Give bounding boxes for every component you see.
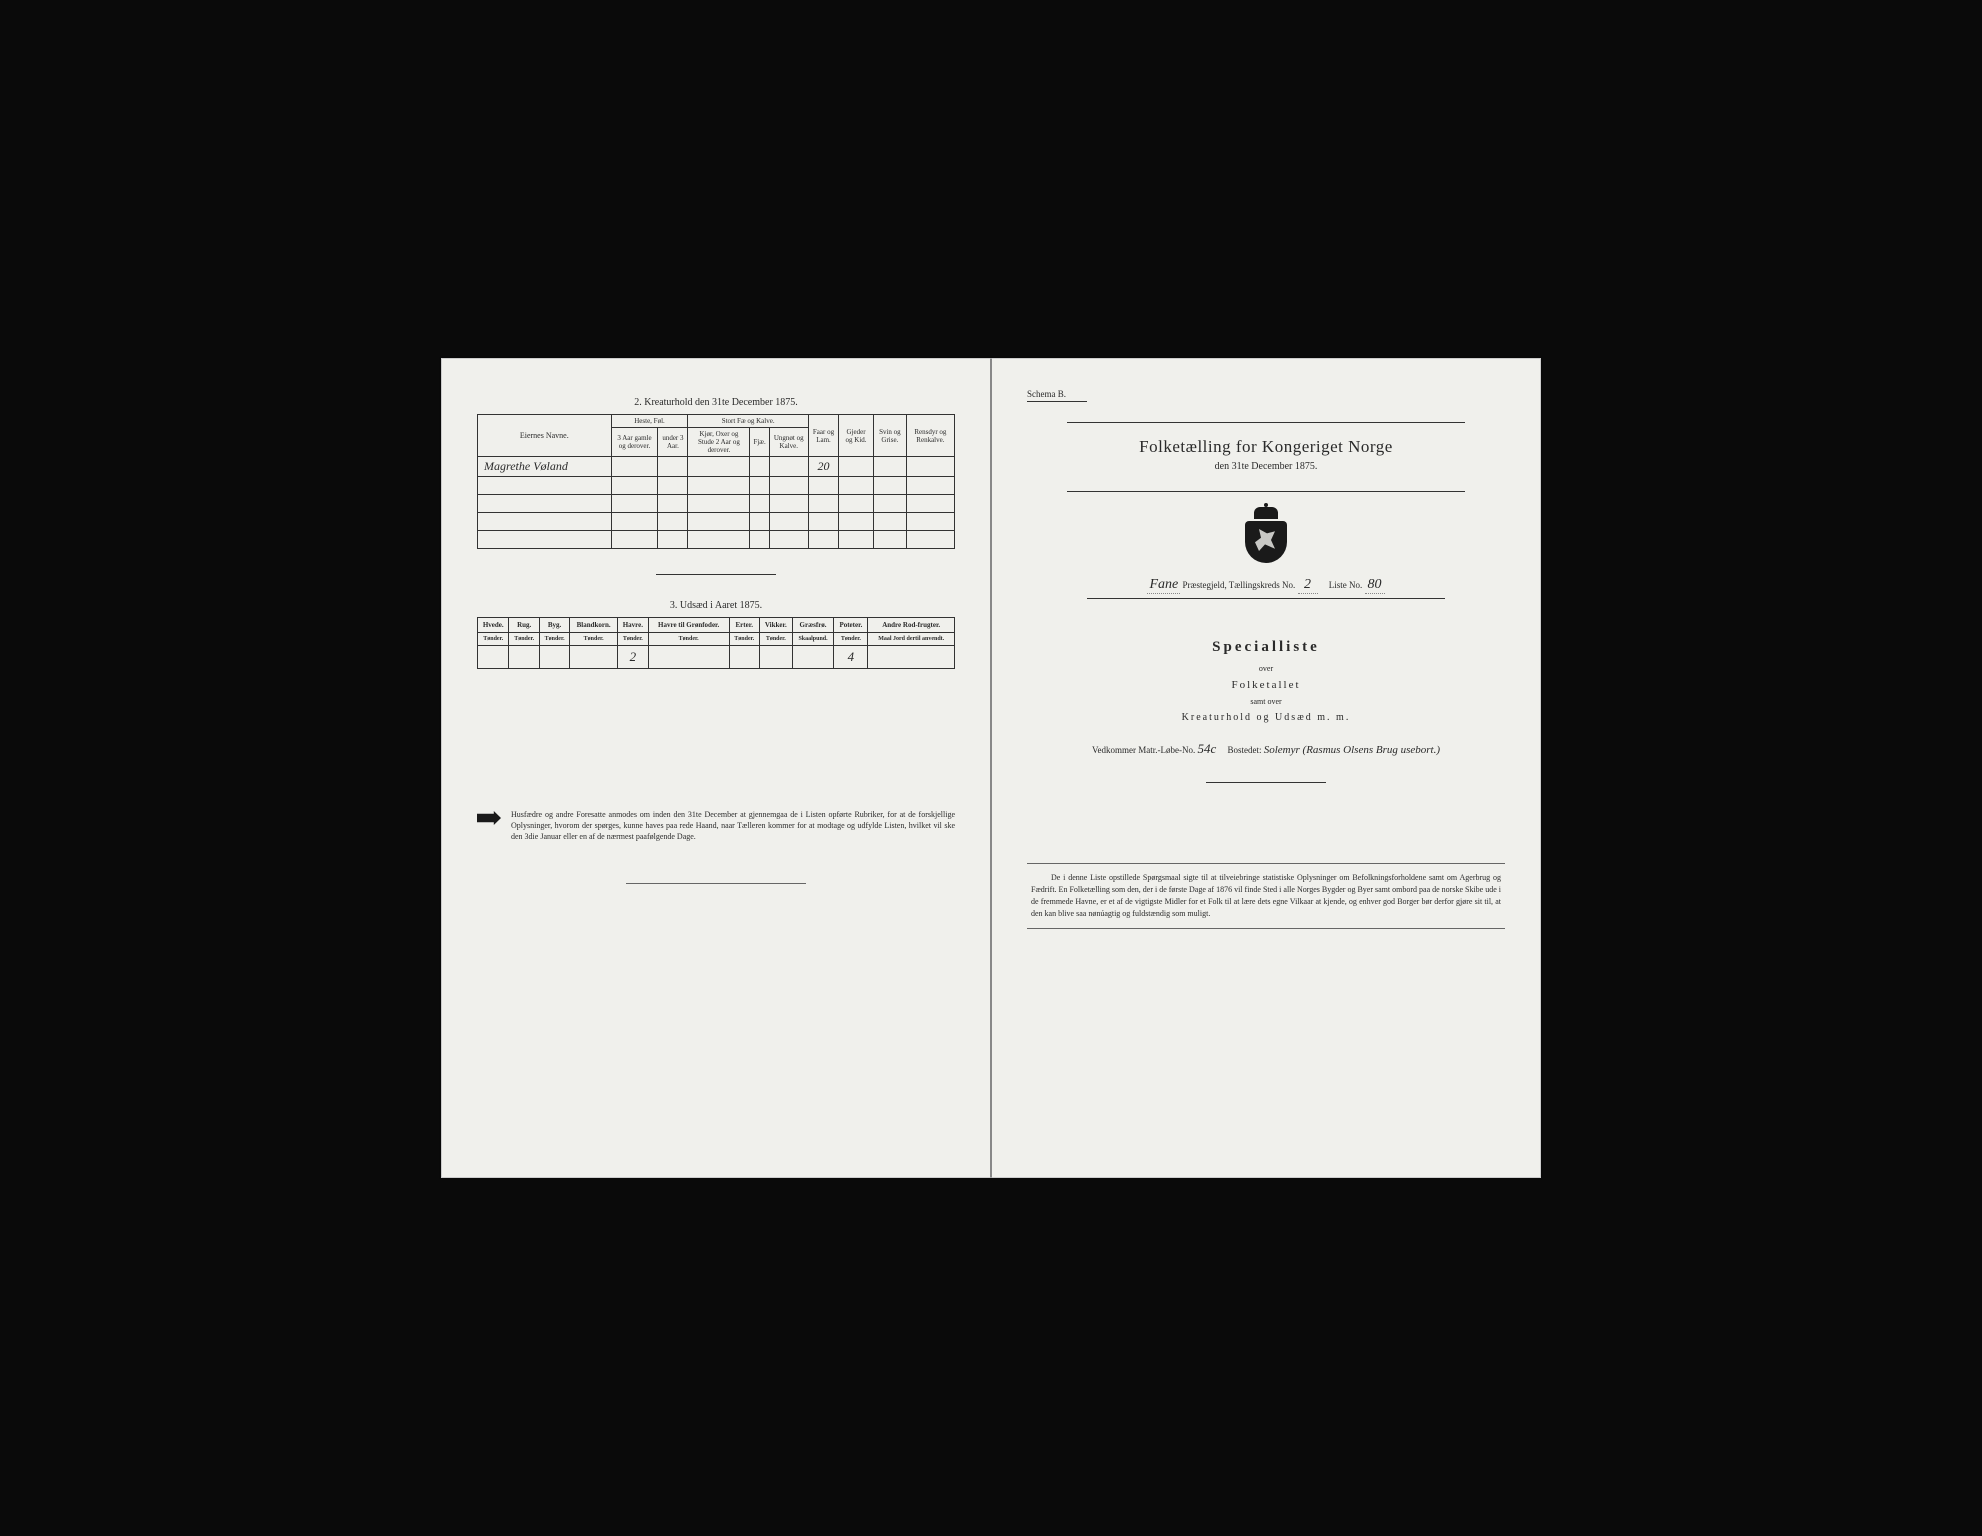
pointing-hand-icon	[477, 811, 501, 825]
table-row: Magrethe Vøland 20	[478, 457, 955, 477]
col-poteter: Poteter.	[834, 618, 868, 633]
col-sheep: Faar og Lam.	[808, 415, 838, 457]
bosted-value: Solemyr (Rasmus Olsens Brug usebort.)	[1264, 744, 1440, 756]
kreaturhold-label: Kreaturhold og Udsæd m. m.	[1027, 712, 1505, 723]
col-havre: Havre.	[617, 618, 648, 633]
parish-label: Præstegjeld, Tællingskreds No.	[1182, 580, 1295, 590]
folketallet-label: Folketallet	[1027, 679, 1505, 691]
livestock-table: Eiernes Navne. Heste, Føl. Stort Fæ og K…	[477, 414, 955, 549]
col-hvede: Hvede.	[478, 618, 509, 633]
divider	[1087, 598, 1445, 599]
vedkommer-line: Vedkommer Matr.-Løbe-No. 54c Bostedet: S…	[1027, 741, 1505, 757]
col-goats: Gjeder og Kid.	[839, 415, 874, 457]
section-2-title: 2. Kreaturhold den 31te December 1875.	[477, 397, 955, 408]
district-number: 2	[1298, 577, 1318, 594]
footer-note-left: Husfædre og andre Foresatte anmodes om i…	[477, 809, 955, 843]
section-3-title: 3. Udsæd i Aaret 1875.	[477, 600, 955, 611]
col-havre-gron: Havre til Grønfoder.	[648, 618, 729, 633]
matr-label: Vedkommer Matr.-Løbe-No.	[1092, 745, 1195, 755]
col-pigs: Svin og Grise.	[873, 415, 906, 457]
divider	[1206, 782, 1326, 783]
col-vikker: Vikker.	[759, 618, 792, 633]
footer-text-right: De i denne Liste opstillede Spørgsmaal s…	[1027, 863, 1505, 929]
owner-name-value: Magrethe Vøland	[478, 457, 612, 477]
divider	[626, 883, 806, 884]
havre-value: 2	[617, 646, 648, 669]
col-owner-name: Eiernes Navne.	[478, 415, 612, 457]
sub-cattle-2: Fjæ.	[750, 428, 769, 457]
sheep-value: 20	[808, 457, 838, 477]
seed-table: Hvede. Rug. Byg. Blandkorn. Havre. Havre…	[477, 617, 955, 669]
table-row	[478, 477, 955, 495]
table-row: 2 4	[478, 646, 955, 669]
poteter-value: 4	[834, 646, 868, 669]
col-rug: Rug.	[509, 618, 539, 633]
parish-name: Fane	[1147, 577, 1180, 594]
col-erter: Erter.	[729, 618, 759, 633]
sub-horse-2: under 3 Aar.	[658, 428, 688, 457]
samt-over-label: samt over	[1027, 697, 1505, 706]
divider	[656, 574, 776, 575]
col-rodfrugter: Andre Rod-frugter.	[868, 618, 955, 633]
table-row	[478, 495, 955, 513]
footer-text-left: Husfædre og andre Foresatte anmodes om i…	[511, 809, 955, 843]
sub-horse-1: 3 Aar gamle og derover.	[611, 428, 658, 457]
table-row	[478, 531, 955, 549]
schema-label: Schema B.	[1027, 389, 1087, 402]
col-graesfro: Græsfrø.	[792, 618, 834, 633]
col-group-horses: Heste, Føl.	[611, 415, 688, 428]
col-reindeer: Rensdyr og Renkalve.	[906, 415, 954, 457]
over-label: over	[1027, 664, 1505, 673]
left-page: 2. Kreaturhold den 31te December 1875. E…	[441, 358, 991, 1178]
col-blandkorn: Blandkorn.	[570, 618, 618, 633]
title-block: Folketælling for Kongeriget Norge den 31…	[1067, 422, 1465, 492]
census-title: Folketælling for Kongeriget Norge	[1067, 437, 1465, 457]
matr-number: 54c	[1197, 741, 1216, 756]
right-page: Schema B. Folketælling for Kongeriget No…	[991, 358, 1541, 1178]
col-group-cattle: Stort Fæ og Kalve.	[688, 415, 808, 428]
document-spread: 2. Kreaturhold den 31te December 1875. E…	[441, 358, 1541, 1178]
sub-cattle-3: Ungnøt og Kalve.	[769, 428, 808, 457]
table-row	[478, 513, 955, 531]
coat-of-arms-icon	[1241, 507, 1291, 562]
col-byg: Byg.	[539, 618, 569, 633]
specialliste-title: Specialliste	[1027, 639, 1505, 656]
census-date: den 31te December 1875.	[1067, 461, 1465, 472]
bosted-label: Bostedet:	[1227, 745, 1261, 755]
parish-line: Fane Præstegjeld, Tællingskreds No. 2 Li…	[1027, 577, 1505, 594]
sub-cattle-1: Kjør, Oxer og Stude 2 Aar og derover.	[688, 428, 750, 457]
list-number: 80	[1365, 577, 1385, 594]
list-label: Liste No.	[1329, 580, 1363, 590]
